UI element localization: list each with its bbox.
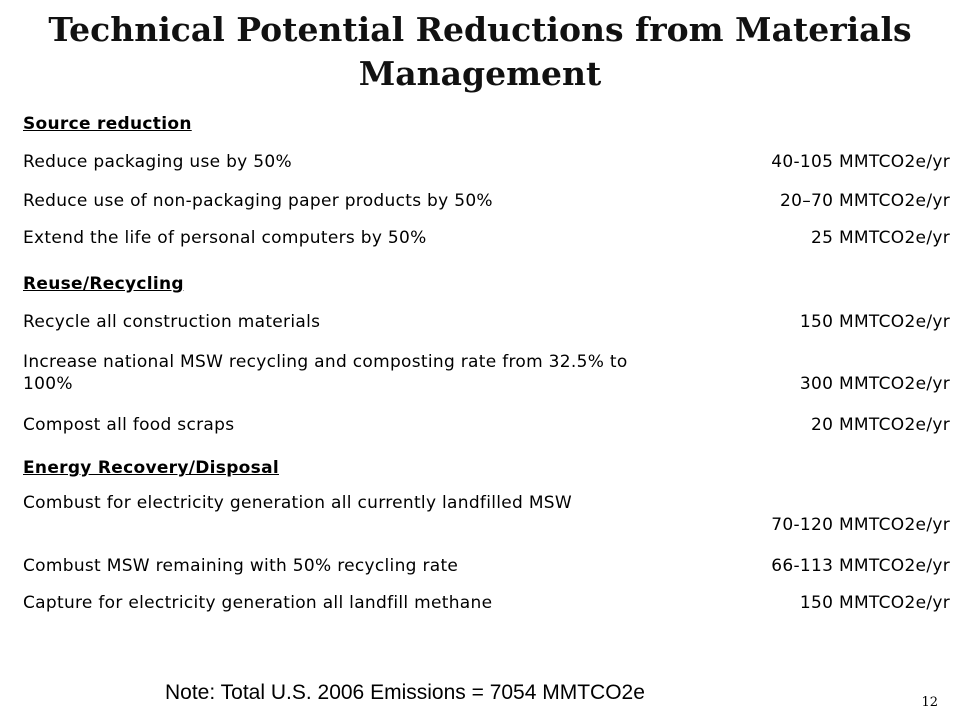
page-title-line-1: Technical Potential Reductions from Mate…	[48, 10, 912, 49]
row-value: 40-105 MMTCO2e/yr	[771, 152, 950, 172]
table-row: Combust for electricity generation all c…	[23, 492, 950, 542]
row-value: 20 MMTCO2e/yr	[811, 415, 950, 435]
table-row: Reduce packaging use by 50% 40-105 MMTCO…	[23, 151, 950, 191]
row-value: 66-113 MMTCO2e/yr	[771, 556, 950, 576]
table-row: Capture for electricity generation all l…	[23, 592, 950, 632]
table-row: Increase national MSW recycling and comp…	[23, 351, 950, 401]
page-number: 12	[921, 695, 938, 710]
page-title: Technical Potential Reductions from Mate…	[0, 8, 960, 96]
row-label: Compost all food scraps	[23, 415, 235, 435]
table-row: Reduce use of non-packaging paper produc…	[23, 190, 950, 230]
page-title-line-2: Management	[358, 54, 602, 93]
row-value: 150 MMTCO2e/yr	[799, 593, 950, 613]
table-row: Recycle all construction materials 150 M…	[23, 311, 950, 351]
row-value: 300 MMTCO2e/yr	[799, 374, 950, 394]
row-value: 70-120 MMTCO2e/yr	[771, 515, 950, 535]
row-label: Recycle all construction materials	[23, 312, 321, 332]
table-row: Compost all food scraps 20 MMTCO2e/yr	[23, 414, 950, 454]
row-label: Combust for electricity generation all c…	[23, 493, 572, 513]
row-value: 25 MMTCO2e/yr	[811, 228, 950, 248]
row-label: Reduce use of non-packaging paper produc…	[23, 191, 493, 211]
row-label: Extend the life of personal computers by…	[23, 228, 427, 248]
table-row: Combust MSW remaining with 50% recycling…	[23, 555, 950, 595]
row-label: Reduce packaging use by 50%	[23, 152, 292, 172]
row-label: Increase national MSW recycling and comp…	[23, 352, 628, 394]
row-label: Combust MSW remaining with 50% recycling…	[23, 556, 459, 576]
section-heading-source-reduction: Source reduction	[23, 114, 192, 134]
footnote: Note: Total U.S. 2006 Emissions = 7054 M…	[165, 681, 645, 704]
section-heading-energy-recovery: Energy Recovery/Disposal	[23, 458, 279, 478]
row-value: 20–70 MMTCO2e/yr	[780, 191, 950, 211]
section-heading-reuse-recycling: Reuse/Recycling	[23, 274, 184, 294]
table-row: Extend the life of personal computers by…	[23, 227, 950, 267]
row-label: Capture for electricity generation all l…	[23, 593, 493, 613]
row-value: 150 MMTCO2e/yr	[799, 312, 950, 332]
